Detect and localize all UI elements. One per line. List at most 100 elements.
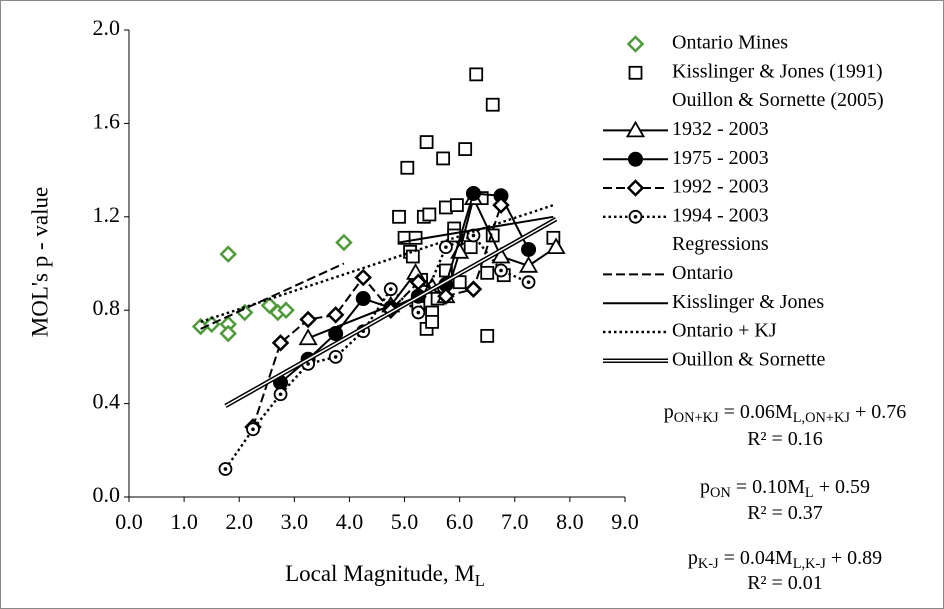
marker bbox=[437, 287, 455, 305]
annotation-part: L,ON+KJ bbox=[793, 410, 851, 426]
marker bbox=[411, 305, 426, 320]
marker bbox=[277, 301, 295, 319]
marker bbox=[628, 151, 643, 167]
marker bbox=[383, 282, 398, 297]
annotation: pON = 0.10ML + 0.59 bbox=[700, 476, 870, 502]
annotation-part: ON bbox=[710, 485, 731, 501]
y-tick-label: 1.2 bbox=[93, 202, 121, 227]
annotation-part: p bbox=[688, 547, 698, 569]
marker bbox=[625, 120, 646, 138]
marker bbox=[219, 245, 237, 263]
marker bbox=[400, 160, 415, 175]
marker bbox=[408, 230, 423, 245]
line bbox=[200, 203, 554, 324]
annotation-part: K-J bbox=[698, 556, 719, 572]
x-tick-label: 3.0 bbox=[281, 509, 309, 534]
legend-item: Kisslinger & Jones (1991) bbox=[628, 60, 883, 82]
marker bbox=[450, 198, 464, 213]
legend-label: Ontario bbox=[672, 262, 733, 284]
annotation: pK-J = 0.04ML,K-J + 0.89 bbox=[688, 547, 882, 573]
marker bbox=[464, 280, 483, 298]
marker bbox=[271, 334, 290, 352]
annotation-part: ON+KJ bbox=[674, 410, 719, 426]
annotation-part: p bbox=[700, 476, 710, 498]
marker-dot bbox=[333, 355, 338, 359]
legend-item: Ontario + KJ bbox=[603, 320, 777, 342]
marker bbox=[392, 209, 406, 224]
marker-dot bbox=[388, 287, 393, 291]
annotation: pON+KJ = 0.06ML,ON+KJ + 0.76 bbox=[664, 401, 907, 427]
marker-dot bbox=[416, 310, 421, 315]
marker bbox=[218, 462, 233, 476]
marker bbox=[492, 196, 510, 214]
line bbox=[307, 195, 557, 340]
x-tick-label: 6.0 bbox=[446, 509, 474, 534]
annotation-part: = 0.06M bbox=[719, 401, 793, 423]
marker bbox=[219, 324, 237, 343]
marker bbox=[546, 237, 566, 255]
marker-dot bbox=[471, 233, 476, 238]
marker bbox=[273, 387, 288, 402]
x-tick-label: 7.0 bbox=[501, 509, 529, 534]
annotation-part: R² = 0.37 bbox=[747, 502, 823, 524]
x-tick-label: 0.0 bbox=[115, 509, 143, 534]
legend-item: Ontario bbox=[603, 262, 733, 284]
annotation-part: + 0.89 bbox=[826, 547, 882, 569]
legend-item: Kisslinger & Jones bbox=[603, 291, 824, 313]
marker bbox=[485, 97, 500, 112]
marker bbox=[409, 273, 428, 291]
marker bbox=[463, 240, 478, 255]
legend-item: 1992 - 2003 bbox=[603, 176, 769, 198]
marker-dot bbox=[526, 280, 531, 284]
marker bbox=[491, 246, 511, 264]
annotation-part: L,K-J bbox=[793, 556, 827, 572]
marker bbox=[298, 328, 318, 346]
marker-dot bbox=[306, 362, 310, 366]
annotation: R² = 0.16 bbox=[747, 428, 823, 450]
marker bbox=[438, 240, 453, 255]
legend-label: Kisslinger & Jones bbox=[672, 291, 824, 313]
annotation-part: p bbox=[664, 401, 674, 423]
legend-item: Ouillon & Sornette bbox=[603, 348, 825, 370]
y-tick-label: 1.6 bbox=[93, 108, 121, 133]
marker bbox=[628, 209, 643, 224]
legend-item: 1975 - 2003 bbox=[603, 147, 769, 169]
marker-dot bbox=[278, 392, 283, 397]
marker-dot bbox=[499, 268, 503, 273]
legend-header: Ouillon & Sornette (2005) bbox=[672, 89, 884, 111]
x-tick-label: 9.0 bbox=[611, 509, 639, 534]
marker bbox=[436, 151, 451, 166]
marker bbox=[480, 265, 495, 280]
marker bbox=[521, 241, 537, 257]
legend-label: Ontario + KJ bbox=[672, 320, 777, 342]
marker bbox=[328, 349, 343, 364]
marker bbox=[458, 142, 473, 156]
marker-dot bbox=[223, 467, 228, 471]
marker bbox=[480, 328, 495, 343]
annotation: R² = 0.37 bbox=[747, 502, 823, 524]
marker bbox=[355, 291, 371, 307]
legend-label: 1932 - 2003 bbox=[672, 118, 769, 140]
y-tick-label: 0.0 bbox=[93, 482, 121, 507]
x-tick-label: 2.0 bbox=[225, 509, 253, 534]
legend-item: 1994 - 2003 bbox=[603, 204, 769, 226]
marker bbox=[354, 268, 372, 287]
line bbox=[279, 192, 530, 384]
marker-dot bbox=[444, 245, 448, 249]
line bbox=[398, 215, 554, 244]
y-tick-label: 2.0 bbox=[93, 15, 121, 40]
marker bbox=[328, 326, 344, 342]
legend-label: Kisslinger & Jones (1991) bbox=[672, 60, 883, 82]
marker bbox=[469, 67, 484, 82]
marker bbox=[422, 207, 437, 222]
x-axis-title-part: Local Magnitude, M bbox=[285, 561, 475, 586]
marker bbox=[519, 256, 539, 273]
marker bbox=[405, 249, 420, 264]
legend-label: 1994 - 2003 bbox=[672, 204, 769, 226]
annotation-part: + 0.59 bbox=[814, 476, 870, 498]
marker bbox=[326, 306, 345, 324]
legend-label: Ontario Mines bbox=[672, 32, 788, 54]
marker bbox=[299, 310, 317, 329]
x-tick-label: 4.0 bbox=[336, 509, 364, 534]
